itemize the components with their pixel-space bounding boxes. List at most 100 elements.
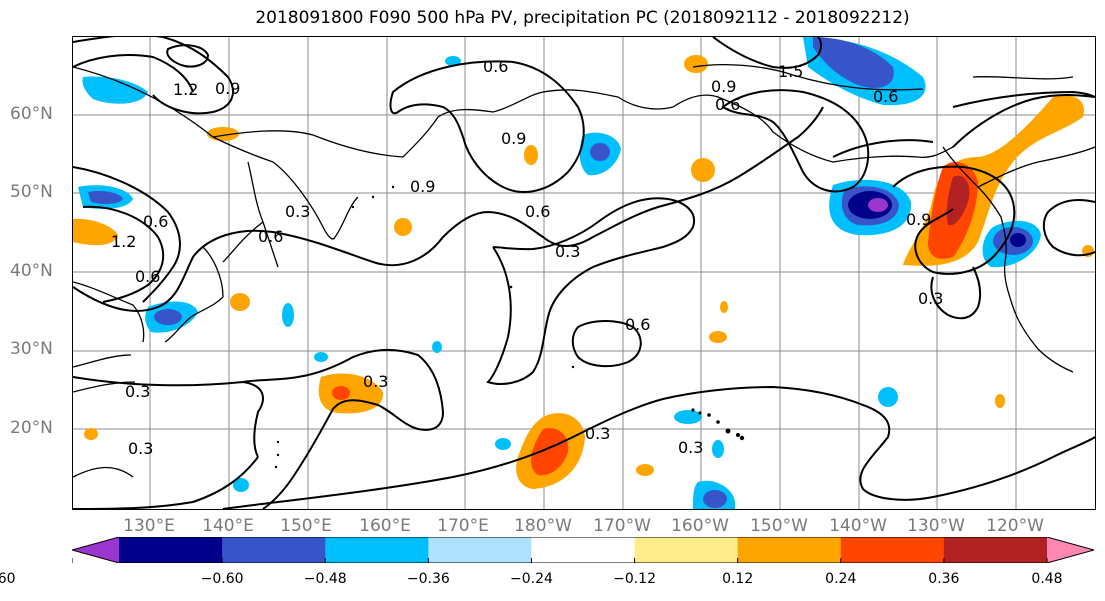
contour-label-0.6: 0.6 bbox=[525, 202, 550, 221]
figure-title: 2018091800 F090 500 hPa PV, precipitatio… bbox=[255, 8, 910, 28]
pv-contour-0.9-loop bbox=[389, 60, 585, 193]
contour-label-0.6: 0.6 bbox=[135, 267, 160, 286]
contour-label-0.3: 0.3 bbox=[125, 382, 150, 401]
lon-tick-label: 140°E bbox=[202, 516, 254, 536]
contour-label-0.6: 0.6 bbox=[873, 87, 898, 106]
lon-tick-label: 160°W bbox=[671, 516, 729, 536]
colorbar-segment bbox=[222, 537, 326, 563]
colorbar-tick-label: 0.12 bbox=[722, 571, 754, 587]
islands bbox=[274, 185, 745, 469]
lon-tick-label: 150°E bbox=[280, 516, 332, 536]
colorbar-segment bbox=[428, 537, 532, 563]
colorbar-segment bbox=[72, 537, 119, 563]
contour-labels: 0.3 0.3 0.3 0.3 0.3 0.3 0.3 0.3 0.6 0.6 … bbox=[111, 57, 943, 458]
colorbar-segment bbox=[1047, 537, 1094, 563]
pv-contour-0.6-gulf-large bbox=[930, 94, 1095, 320]
colorbar-segment bbox=[943, 537, 1048, 563]
contour-label-0.6: 0.6 bbox=[625, 315, 650, 334]
contour-label-0.6: 0.6 bbox=[143, 212, 168, 231]
lat-tick-label: 60°N bbox=[10, 104, 53, 124]
contour-label-0.9: 0.9 bbox=[711, 77, 736, 96]
colorbar bbox=[72, 537, 1094, 563]
precip-positive-date-line-core bbox=[531, 428, 569, 476]
colorbar-tick-label: 0.48 bbox=[1031, 571, 1063, 587]
pv-contour-1.5 bbox=[712, 37, 822, 69]
contour-label-0.9: 0.9 bbox=[410, 177, 435, 196]
coast-korea-china bbox=[73, 281, 145, 478]
pv-contour-ne-large bbox=[832, 90, 1095, 158]
pv-contour-okhotsk bbox=[73, 166, 181, 303]
lon-tick-label: 130°W bbox=[907, 516, 965, 536]
coast-arctic bbox=[692, 64, 1074, 91]
colorbar-segment bbox=[119, 537, 223, 563]
coast-north-america bbox=[942, 146, 1095, 373]
pv-contour-0.9-ne-pacific bbox=[721, 89, 870, 193]
contour-label-0.9: 0.9 bbox=[906, 210, 931, 229]
contour-label-0.3: 0.3 bbox=[678, 438, 703, 457]
coast-japan bbox=[164, 246, 224, 343]
contour-label-1.2: 1.2 bbox=[111, 232, 136, 251]
colorbar-tick-label: 0.60 bbox=[0, 571, 16, 587]
contour-label-0.6: 0.6 bbox=[715, 95, 740, 114]
precip-negative-siberia bbox=[82, 76, 148, 104]
coast-kamchatka bbox=[222, 161, 279, 268]
colorbar-segment bbox=[531, 537, 636, 563]
colorbar-tick-label: −0.24 bbox=[509, 571, 553, 587]
lat-tick-label: 40°N bbox=[10, 261, 53, 281]
lon-tick-label: 140°W bbox=[829, 516, 887, 536]
pv-contour-0.3-lower bbox=[222, 385, 1095, 509]
pv-contour-far-east bbox=[1042, 199, 1095, 257]
pv-contours bbox=[73, 37, 1095, 509]
lon-tick-label: 160°E bbox=[359, 516, 411, 536]
lat-tick-label: 30°N bbox=[10, 339, 53, 359]
lon-tick-label: 180°W bbox=[514, 516, 572, 536]
pv-contour-0.3-main bbox=[73, 348, 445, 509]
colorbar-segment bbox=[634, 537, 739, 563]
pv-contour-0.6-north bbox=[73, 106, 824, 312]
contour-label-0.3: 0.3 bbox=[363, 372, 388, 391]
precip-positive-kamchatka-w bbox=[73, 218, 118, 246]
precip-shading bbox=[73, 37, 1094, 509]
contour-label-0.9: 0.9 bbox=[215, 79, 240, 98]
colorbar-tick-label: 0.36 bbox=[928, 571, 960, 587]
lon-tick-label: 130°E bbox=[123, 516, 175, 536]
coast-siberia-alaska bbox=[73, 66, 954, 240]
contour-label-0.3: 0.3 bbox=[555, 242, 580, 261]
contour-label-0.3: 0.3 bbox=[918, 289, 943, 308]
colorbar-tick-label: 0.24 bbox=[825, 571, 857, 587]
lat-tick-label: 50°N bbox=[10, 182, 53, 202]
colorbar-tick-label: −0.48 bbox=[303, 571, 347, 587]
pv-contour-1.2-siberia bbox=[73, 54, 194, 93]
pv-contour-0.3-central bbox=[486, 197, 696, 385]
contour-label-0.6: 0.6 bbox=[483, 57, 508, 76]
precip-positive-subtropic bbox=[318, 373, 384, 414]
contour-label-0.3: 0.3 bbox=[285, 202, 310, 221]
map-canvas: 0.3 0.3 0.3 0.3 0.3 0.3 0.3 0.3 0.6 0.6 … bbox=[73, 37, 1095, 509]
precip-positive-core2 bbox=[946, 175, 970, 226]
colorbar-tick-label: −0.60 bbox=[200, 571, 244, 587]
lon-tick-label: 120°W bbox=[986, 516, 1044, 536]
contour-label-0.9: 0.9 bbox=[501, 129, 526, 148]
colorbar-tick-label: −0.36 bbox=[406, 571, 450, 587]
contour-label-0.3: 0.3 bbox=[585, 424, 610, 443]
contour-label-1.5: 1.5 bbox=[778, 62, 803, 81]
map-panel: 0.3 0.3 0.3 0.3 0.3 0.3 0.3 0.3 0.6 0.6 … bbox=[72, 36, 1096, 510]
pv-contour-0.9-siberia bbox=[73, 37, 234, 115]
pv-contour-1.2-small bbox=[166, 44, 210, 68]
pv-contour-0.9-gulf bbox=[892, 165, 1016, 275]
lon-tick-label: 170°W bbox=[593, 516, 651, 536]
lon-tick-label: 170°E bbox=[437, 516, 489, 536]
pv-contour-japan bbox=[82, 205, 165, 303]
contour-label-0.6: 0.6 bbox=[258, 227, 283, 246]
lon-tick-label: 150°W bbox=[750, 516, 808, 536]
pv-contour-0.6-ring bbox=[571, 320, 642, 368]
lat-tick-label: 20°N bbox=[10, 418, 53, 438]
contour-label-1.2: 1.2 bbox=[173, 80, 198, 99]
colorbar-cells bbox=[72, 537, 1094, 563]
gridlines bbox=[73, 37, 1095, 509]
colorbar-segment bbox=[737, 537, 842, 563]
colorbar-tick-label: −0.12 bbox=[613, 571, 656, 587]
contour-label-0.3: 0.3 bbox=[128, 439, 153, 458]
colorbar-segment bbox=[840, 537, 945, 563]
colorbar-segment bbox=[325, 537, 429, 563]
